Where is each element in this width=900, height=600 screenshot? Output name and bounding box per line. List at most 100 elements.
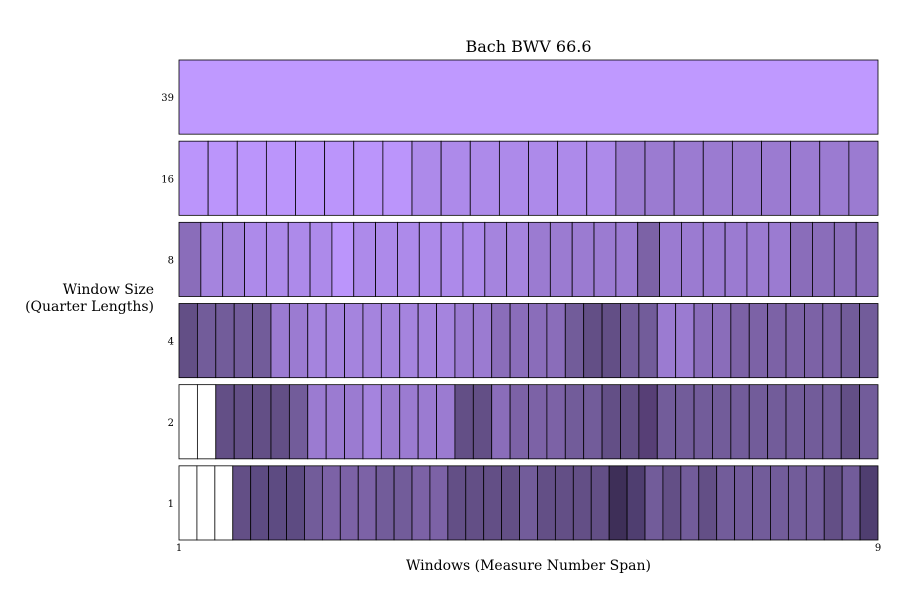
heatmap-cell [746, 221, 770, 297]
heatmap-cell [840, 303, 861, 379]
heatmap-row-39 [178, 59, 879, 135]
y-tick-label: 4 [168, 337, 174, 348]
heatmap-cell [232, 465, 252, 541]
heatmap-cell [411, 140, 442, 216]
heatmap-cell [702, 221, 726, 297]
heatmap-cell [236, 140, 267, 216]
heatmap-cell [546, 384, 566, 460]
heatmap-cell [222, 221, 245, 297]
heatmap-cell [270, 303, 290, 379]
heatmap-cell [546, 303, 566, 379]
heatmap-cell [200, 221, 224, 297]
heatmap-cell [265, 140, 296, 216]
heatmap-cell [840, 384, 861, 460]
heatmap-cell [357, 465, 377, 541]
heatmap-cell [397, 221, 420, 297]
heatmap-cell [506, 221, 529, 297]
heatmap-cell [626, 465, 646, 541]
heatmap-cell [572, 465, 592, 541]
heatmap-cell [472, 384, 493, 460]
heatmap-cell [748, 303, 769, 379]
x-axis-label: Windows (Measure Number Span) [405, 558, 651, 574]
heatmap-cell [207, 140, 238, 216]
heatmap-cell [608, 465, 628, 541]
heatmap-cell [675, 384, 695, 460]
heatmap-cell [178, 384, 198, 460]
heatmap-cell [528, 384, 548, 460]
heatmap-row-2 [178, 384, 879, 460]
heatmap-cell [344, 303, 364, 379]
heatmap-cell [196, 303, 217, 379]
heatmap-cell [375, 465, 395, 541]
heatmap-cell [761, 140, 792, 216]
heatmap-cell [418, 221, 442, 297]
heatmap-cell [615, 140, 646, 216]
heatmap-cell [417, 384, 437, 460]
heatmap-cell [730, 384, 750, 460]
heatmap-cell [528, 221, 551, 297]
y-axis-label-line-1: Window Size [62, 282, 154, 298]
y-tick-label: 2 [168, 418, 174, 429]
heatmap-cell [712, 384, 732, 460]
heatmap-cell [196, 465, 216, 541]
heatmap-cell [859, 303, 879, 379]
heatmap-cell [196, 384, 217, 460]
heatmap-cell [656, 303, 677, 379]
heatmap-cell [265, 221, 289, 297]
heatmap-cell [344, 384, 364, 460]
heatmap-cell [362, 384, 382, 460]
heatmap-cell [804, 303, 824, 379]
heatmap-cell [268, 465, 287, 541]
heatmap-cell [787, 465, 807, 541]
heatmap-cell [215, 384, 235, 460]
heatmap-row-1 [178, 465, 879, 541]
heatmap-cell [501, 465, 520, 541]
heatmap-cell [601, 384, 621, 460]
heatmap-cell [353, 221, 376, 297]
heatmap-cell [752, 465, 771, 541]
heatmap-cell [571, 221, 595, 297]
heatmap-cell [307, 303, 327, 379]
heatmap-cell [823, 465, 843, 541]
heatmap-cell [712, 303, 732, 379]
heatmap-cell [331, 221, 355, 297]
heatmap-cell [436, 303, 456, 379]
heatmap-cell [178, 140, 209, 216]
heatmap-cell [656, 384, 677, 460]
heatmap-cell [790, 140, 821, 216]
heatmap-cell [586, 140, 617, 216]
heatmap-cell [353, 140, 384, 216]
heatmap-cell [288, 384, 309, 460]
heatmap-cell [440, 140, 471, 216]
heatmap-cell [465, 465, 485, 541]
heatmap-cell [252, 384, 272, 460]
heatmap-cell [472, 303, 493, 379]
heatmap-cell [681, 221, 704, 297]
heatmap-cell [178, 221, 202, 297]
heatmap-cell [859, 384, 879, 460]
heatmap-cell [375, 221, 398, 297]
heatmap-cell [528, 303, 548, 379]
heatmap-cell [731, 140, 762, 216]
heatmap-cell [399, 384, 419, 460]
heatmap-cell [644, 140, 675, 216]
heatmap-cell [583, 303, 603, 379]
heatmap-cell [601, 303, 621, 379]
heatmap-cell [833, 221, 857, 297]
x-tick-end: 9 [874, 543, 882, 554]
heatmap-cell [841, 465, 861, 541]
heatmap-cell [380, 303, 401, 379]
heatmap-cell [215, 303, 235, 379]
heatmap-cell [620, 384, 640, 460]
heatmap-cell [498, 140, 529, 216]
heatmap-cell [429, 465, 449, 541]
heatmap-cell [295, 140, 326, 216]
heatmap-cell [812, 221, 835, 297]
heatmap-cell [644, 465, 664, 541]
heatmap-cell [716, 465, 736, 541]
y-tick-label: 8 [168, 255, 174, 266]
heatmap-cell [693, 303, 713, 379]
heatmap-cell [702, 140, 733, 216]
